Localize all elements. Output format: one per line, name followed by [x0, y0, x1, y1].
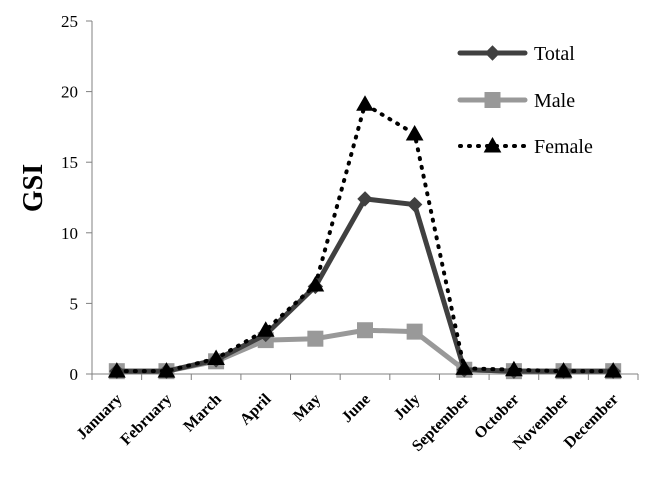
y-tick-label: 10 [61, 224, 78, 243]
y-tick-label: 15 [61, 153, 78, 172]
series-total-line [114, 196, 616, 374]
y-tick-label: 25 [61, 12, 78, 31]
legend-label-female: Female [534, 136, 593, 158]
y-tick-label: 5 [70, 294, 79, 313]
series-female-point [505, 360, 523, 377]
series-male-point [357, 322, 373, 339]
series-female-point [107, 362, 126, 378]
x-tick-label: April [237, 390, 275, 428]
x-tick-label: October [471, 391, 523, 443]
series-total [109, 191, 621, 379]
series-female-point [306, 276, 325, 292]
legend-marker-female [483, 136, 502, 153]
x-tick-label: February [117, 391, 175, 449]
series-total-point [357, 191, 373, 207]
series-female-point [157, 362, 176, 378]
legend-item-female: Female [458, 136, 593, 158]
legend-marker-male [484, 92, 501, 108]
series-female-point [207, 349, 225, 365]
series-female-point [554, 362, 573, 378]
x-tick-label: March [180, 391, 225, 436]
x-tick-label: December [561, 391, 622, 452]
y-axis-label: GSI [18, 164, 49, 212]
legend: Total Male Female [457, 43, 593, 158]
series-male-point [307, 330, 324, 347]
series-female-point [256, 321, 275, 337]
y-tick-label: 0 [70, 365, 79, 384]
series-female-point [604, 362, 623, 378]
legend-label-male: Male [534, 90, 575, 112]
x-tick-label: May [290, 391, 324, 425]
legend-marker-total [484, 45, 501, 61]
series-total-point [406, 196, 423, 213]
series-male-point [406, 323, 423, 340]
y-axis: 0 5 10 15 20 25 [61, 12, 93, 384]
series-female [107, 95, 623, 378]
series-female-point [405, 124, 424, 141]
legend-label-total: Total [534, 43, 575, 65]
x-tick-label: July [391, 391, 424, 424]
series-layer [107, 95, 623, 380]
series-female-point [455, 359, 474, 375]
legend-item-total: Total [457, 43, 575, 65]
legend-item-male: Male [457, 90, 575, 112]
y-tick-label: 20 [61, 83, 78, 102]
series-female-point [356, 95, 374, 111]
x-tick-label: June [339, 391, 374, 426]
